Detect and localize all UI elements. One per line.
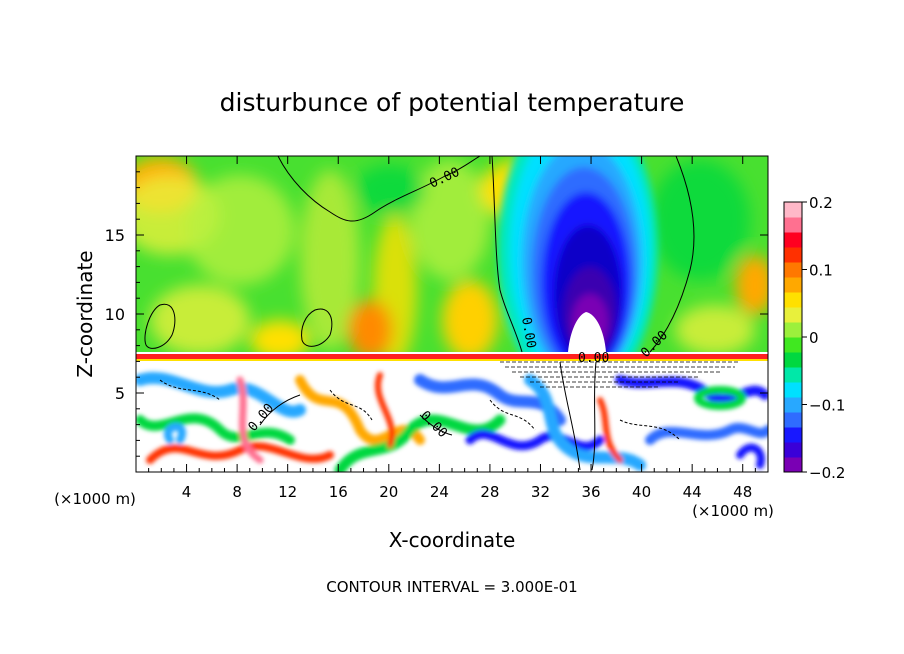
x-unit-left: (×1000 m) (54, 490, 136, 508)
x-axis: 4 8 12 16 20 24 28 32 36 40 44 48 (148, 156, 756, 501)
colorbar-swatch (784, 232, 802, 248)
colorbar-tick-label: 0.2 (809, 194, 833, 212)
colorbar-swatch (784, 337, 802, 353)
x-axis-label: X-coordinate (389, 528, 516, 552)
colorbar-swatch (784, 247, 802, 263)
x-tick-label: 20 (379, 483, 398, 501)
colorbar-swatch (784, 412, 802, 428)
contour-interval-note: CONTOUR INTERVAL = 3.000E-01 (326, 578, 577, 596)
colorbar-swatch (784, 397, 802, 413)
colorbar-swatch (784, 457, 802, 473)
x-tick-label: 12 (278, 483, 297, 501)
colorbar-swatch (784, 382, 802, 398)
y-axis-label: Z-coordinate (73, 250, 97, 377)
colorbar: 0.2 0.1 0 −0.1 −0.2 (783, 194, 845, 482)
chart-title: disturbunce of potential temperature (220, 88, 685, 117)
colorbar-swatch (784, 277, 802, 293)
x-tick-label: 4 (182, 483, 192, 501)
x-tick-label: 24 (430, 483, 449, 501)
x-tick-label: 36 (581, 483, 600, 501)
colorbar-swatch (784, 427, 802, 443)
colorbar-swatch (784, 202, 802, 218)
y-tick-label: 10 (105, 305, 125, 324)
contour-label: 0.00 (518, 316, 538, 349)
colorbar-tick-label: 0.1 (809, 262, 833, 280)
colorbar-swatch (784, 262, 802, 278)
colorbar-tick-label: −0.1 (809, 397, 845, 415)
colorbar-swatch (784, 352, 802, 368)
colorbar-swatch (784, 217, 802, 233)
heatmap-field (136, 156, 768, 472)
x-tick-label: 28 (480, 483, 499, 501)
contour-label: 0.00 (578, 351, 609, 366)
x-tick-label: 8 (232, 483, 242, 501)
colorbar-tick-label: −0.2 (809, 464, 845, 482)
y-axis: 5 10 15 (105, 171, 768, 457)
colorbar-tick-label: 0 (809, 329, 819, 347)
colorbar-swatch (784, 307, 802, 323)
x-unit-right: (×1000 m) (692, 502, 774, 520)
x-tick-label: 44 (683, 483, 702, 501)
x-tick-label: 40 (632, 483, 651, 501)
colorbar-swatch (784, 292, 802, 308)
colorbar-swatch (784, 442, 802, 458)
y-tick-label: 5 (115, 384, 125, 403)
colorbar-swatch (784, 367, 802, 383)
x-tick-label: 48 (733, 483, 752, 501)
colorbar-swatch (784, 322, 802, 338)
x-tick-label: 32 (531, 483, 550, 501)
y-tick-label: 15 (105, 226, 125, 245)
x-tick-label: 16 (329, 483, 348, 501)
